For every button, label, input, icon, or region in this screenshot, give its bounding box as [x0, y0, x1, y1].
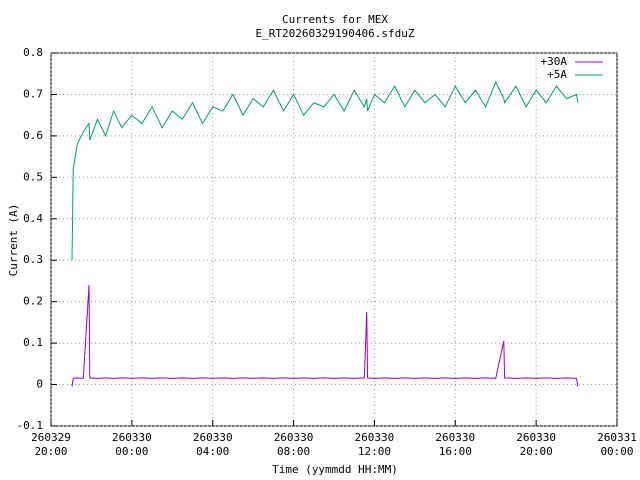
y-axis-label: Current (A) [7, 204, 20, 277]
x-tick-label: 260330 16:00 [435, 431, 476, 458]
y-tick-label: 0.3 [23, 253, 43, 266]
legend-label: +30A [541, 55, 568, 68]
series-line [71, 80, 579, 261]
x-tick-label: 260330 08:00 [273, 431, 314, 458]
x-tick-label: 260330 20:00 [516, 431, 557, 458]
legend-label: +5A [547, 68, 567, 81]
y-tick-label: 0.8 [23, 46, 43, 59]
x-tick-label: 260330 00:00 [111, 431, 152, 458]
x-tick-label: 260330 04:00 [192, 431, 233, 458]
plot-frame [50, 52, 618, 427]
series-line [71, 285, 579, 387]
x-axis-label: Time (yymmdd HH:MM) [272, 463, 398, 476]
y-tick-label: 0.7 [23, 87, 43, 100]
chart-title: Currents for MEX [282, 13, 388, 26]
y-tick-label: 0.2 [23, 295, 43, 308]
chart-subtitle: E_RT20260329190406.sfduZ [256, 27, 415, 40]
y-tick-label: 0.6 [23, 129, 43, 142]
y-tick-label: 0.1 [23, 336, 43, 349]
y-tick-label: 0 [36, 378, 43, 391]
y-tick-label: 0.4 [23, 212, 43, 225]
x-tick-label: 260331 00:00 [597, 431, 637, 458]
y-tick-label: 0.5 [23, 170, 43, 183]
y-tick-label: -0.1 [17, 419, 44, 432]
x-tick-label: 260330 12:00 [354, 431, 395, 458]
x-tick-label: 260329 20:00 [31, 431, 71, 458]
